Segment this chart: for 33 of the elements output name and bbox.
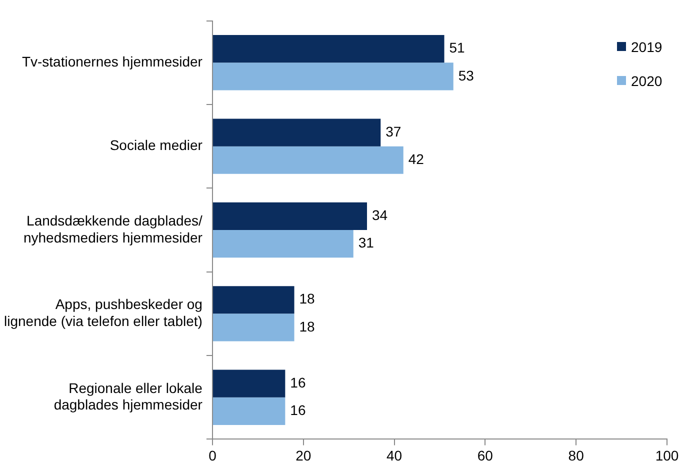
x-tick-label: 20 (296, 447, 312, 464)
data-label: 37 (386, 123, 402, 140)
data-label: 31 (358, 234, 374, 251)
y-tick-label: Regionale eller lokale dagblades hjemmesider (54, 380, 203, 413)
x-tick-label: 60 (477, 447, 494, 464)
bar (212, 314, 294, 342)
y-tick-label: Apps, pushbeskeder og lignende (via telefon eller tablet) (4, 296, 202, 329)
data-label: 18 (299, 318, 316, 334)
x-tick-label: 80 (568, 447, 584, 464)
y-tick-label: Sociale medier (110, 137, 203, 154)
data-label: 16 (290, 402, 306, 418)
x-tick-label: 40 (386, 447, 402, 464)
bar (212, 118, 381, 146)
bar (212, 286, 294, 314)
data-label: 53 (458, 67, 474, 84)
bar (212, 230, 354, 258)
x-tick-label: 0 (208, 447, 217, 464)
y-tick-label: Tv-stationernes hjemmesider (22, 54, 203, 70)
legend-label: 2019 (631, 38, 662, 55)
data-label: 42 (408, 150, 424, 167)
bar (212, 370, 286, 398)
data-label: 34 (372, 207, 388, 224)
bar (212, 397, 286, 425)
bar (212, 35, 444, 63)
bar (212, 146, 404, 174)
legend-label: 2020 (631, 72, 662, 89)
data-label: 16 (290, 374, 306, 390)
data-label: 51 (449, 40, 466, 56)
y-tick-label: Landsdækkende dagblades/ nyhedsmediers hjemmesider (23, 212, 203, 246)
bar (212, 202, 367, 230)
bar (212, 62, 454, 90)
x-tick-label: 100 (655, 447, 679, 464)
data-label: 18 (299, 290, 316, 307)
